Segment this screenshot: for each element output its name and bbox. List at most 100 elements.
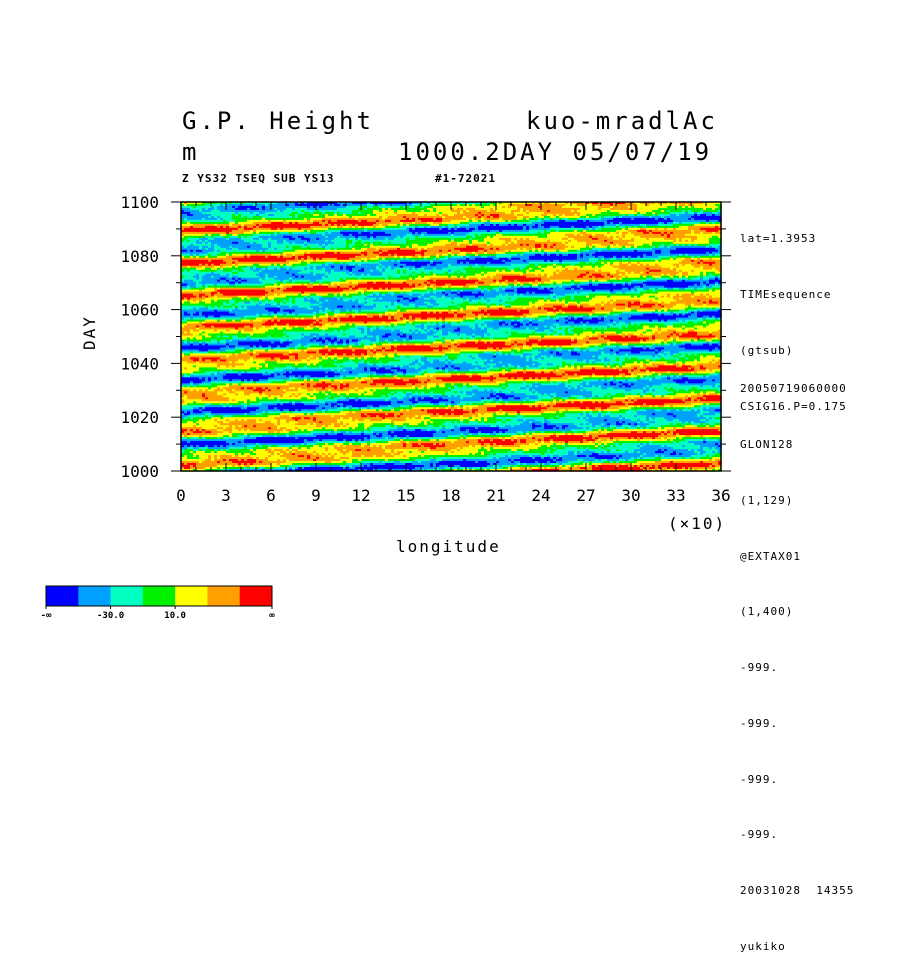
heatmap-cell (454, 202, 458, 205)
heatmap-cell (523, 202, 527, 205)
heatmap-cell (292, 213, 296, 217)
heatmap-cell (304, 203, 308, 207)
heatmap-cell (418, 203, 422, 207)
heatmap-cell (511, 207, 515, 211)
heatmap-cell (604, 205, 608, 209)
side-info-top: lat=1.3953 TIMEsequence (gtsub) CSIG16.P… (740, 193, 847, 435)
heatmap-cell (313, 207, 317, 211)
heatmap-cell (616, 205, 620, 209)
heatmap-cell (481, 211, 485, 215)
heatmap-cell (259, 209, 263, 213)
heatmap-cell (316, 205, 320, 209)
heatmap-cell (229, 209, 233, 213)
heatmap-cell (322, 211, 326, 215)
heatmap-cell (373, 211, 377, 215)
heatmap-cell (397, 209, 401, 213)
heatmap-cell (247, 213, 251, 217)
heatmap-cell (418, 211, 422, 215)
heatmap-cell (211, 211, 215, 215)
heatmap-cell (433, 203, 437, 207)
heatmap-cell (262, 211, 266, 215)
heatmap-cell (394, 213, 398, 217)
heatmap-cell (196, 213, 200, 217)
heatmap-cell (217, 202, 221, 205)
heatmap-cell (544, 207, 548, 211)
heatmap-cell (406, 202, 410, 205)
heatmap-cell (463, 213, 467, 217)
heatmap-cell (553, 209, 557, 213)
heatmap-cell (571, 202, 575, 205)
heatmap-cell (379, 215, 383, 219)
heatmap-cell (379, 211, 383, 215)
heatmap-cell (280, 205, 284, 209)
heatmap-cell (526, 209, 530, 213)
heatmap-cell (334, 207, 338, 211)
heatmap-cell (184, 207, 188, 211)
heatmap-cell (523, 203, 527, 207)
heatmap-cell (220, 213, 224, 217)
heatmap-cell (550, 203, 554, 207)
heatmap-cell (382, 203, 386, 207)
heatmap-cell (505, 205, 509, 209)
heatmap-cell (682, 202, 686, 205)
heatmap-cell (538, 211, 542, 215)
heatmap-cell (553, 205, 557, 209)
heatmap-cell (289, 209, 293, 213)
heatmap-cell (589, 213, 593, 217)
heatmap-cell (349, 205, 353, 209)
heatmap-cell (211, 215, 215, 219)
heatmap-cell (370, 205, 374, 209)
heatmap-cell (613, 211, 617, 215)
heatmap-cell (682, 207, 686, 211)
heatmap-cell (286, 207, 290, 211)
heatmap-cell (655, 203, 659, 207)
heatmap-cell (475, 209, 479, 213)
heatmap-cell (649, 202, 653, 205)
heatmap-cell (193, 205, 197, 209)
heatmap-cell (466, 211, 470, 215)
heatmap-cell (388, 207, 392, 211)
heatmap-cell (637, 202, 641, 205)
heatmap-cell (640, 209, 644, 213)
heatmap-cell (550, 213, 554, 217)
heatmap-cell (415, 213, 419, 217)
heatmap-cell (241, 211, 245, 215)
heatmap-cell (466, 205, 470, 209)
heatmap-cell (694, 209, 698, 213)
heatmap-cell (232, 203, 236, 207)
heatmap-cell (559, 213, 563, 217)
heatmap-cell (421, 207, 425, 211)
heatmap-cell (382, 215, 386, 219)
heatmap-cell (712, 207, 716, 211)
heatmap-cell (352, 215, 356, 219)
heatmap-cell (253, 209, 257, 213)
heatmap-cell (670, 211, 674, 215)
heatmap-cell (223, 211, 227, 215)
heatmap-cell (445, 205, 449, 209)
heatmap-cell (652, 207, 656, 211)
heatmap-cell (604, 211, 608, 215)
heatmap-cell (409, 202, 413, 205)
heatmap-cell (253, 203, 257, 207)
heatmap-cell (682, 209, 686, 213)
heatmap-cell (313, 203, 317, 207)
heatmap-cell (370, 211, 374, 215)
heatmap-cell (298, 213, 302, 217)
heatmap-cell (361, 213, 365, 217)
heatmap-cell (541, 211, 545, 215)
heatmap-cell (307, 211, 311, 215)
heatmap-cell (346, 202, 350, 205)
heatmap-cell (232, 209, 236, 213)
heatmap-cell (544, 211, 548, 215)
heatmap-cell (322, 209, 326, 213)
heatmap-cell (382, 202, 386, 205)
heatmap-cell (427, 203, 431, 207)
heatmap-cell (448, 215, 452, 219)
heatmap-cell (367, 207, 371, 211)
heatmap-cell (343, 209, 347, 213)
heatmap-cell (643, 211, 647, 215)
heatmap-cell (517, 205, 521, 209)
heatmap-cell (562, 202, 566, 205)
heatmap-cell (253, 215, 257, 219)
heatmap-cell (307, 215, 311, 219)
